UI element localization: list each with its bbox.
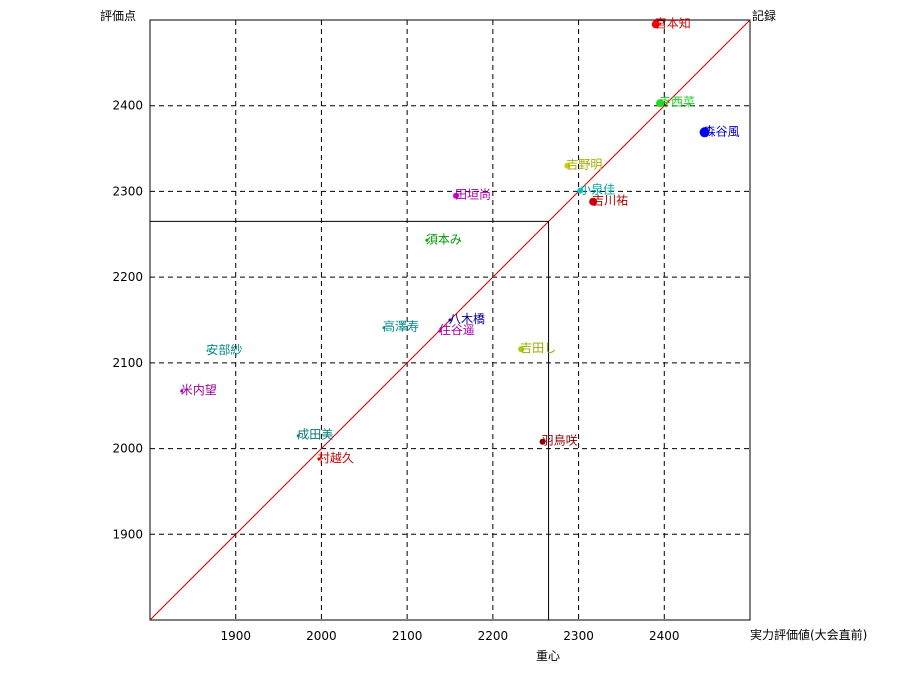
- point-label: 須本み: [426, 232, 462, 246]
- tick-labels: 1900 2000 2100 2200 2300 2400 1900 2000 2100 2200…: [112, 99, 679, 643]
- data-point: [518, 346, 525, 353]
- data-point: [425, 238, 429, 242]
- x-tick-label: 2300: [563, 629, 594, 643]
- point-label: 吉川祐: [592, 194, 628, 208]
- y-tick-label: 1900: [112, 527, 143, 541]
- point-label: 寺西菜: [659, 95, 695, 109]
- data-point: [564, 162, 571, 169]
- y-tick-label: 2100: [112, 356, 143, 370]
- point-label: 羽鳥咲: [542, 433, 578, 448]
- diagonal-label: 記録: [752, 8, 776, 23]
- point-label: 小泉佳: [579, 183, 615, 197]
- point-label: 米内望: [181, 383, 217, 397]
- y-axis-label: 評価点: [100, 8, 136, 23]
- data-point: [296, 434, 300, 438]
- x-tick-label: 2100: [392, 629, 423, 643]
- y-tick-label: 2200: [112, 270, 143, 284]
- x-tick-label: 2400: [649, 629, 680, 643]
- data-points: [180, 20, 710, 461]
- data-point: [448, 318, 452, 322]
- point-label: 吉田し: [520, 341, 556, 355]
- point-label: 住谷遥: [439, 323, 475, 337]
- point-label: 成田美: [297, 428, 333, 442]
- data-point: [699, 127, 710, 138]
- point-label: 吉野明: [566, 158, 602, 172]
- data-point: [382, 326, 386, 330]
- data-point: [589, 197, 598, 206]
- data-point: [206, 349, 209, 352]
- data-point: [180, 389, 184, 393]
- y-tick-label: 2300: [112, 184, 143, 198]
- x-tick-label: 2000: [306, 629, 337, 643]
- x-tick-label: 2200: [478, 629, 509, 643]
- plot-frame: [149, 19, 751, 621]
- data-point: [651, 20, 660, 29]
- center-label: 重心: [536, 649, 560, 663]
- point-label: 宮本知: [655, 15, 691, 30]
- y-tick-label: 2400: [112, 99, 143, 113]
- y-tick-label: 2000: [112, 442, 143, 456]
- data-point: [317, 457, 321, 461]
- x-tick-label: 1900: [220, 629, 251, 643]
- center-box: [150, 220, 550, 620]
- data-point: [539, 438, 546, 445]
- point-label: 田垣尚: [455, 188, 491, 202]
- data-point: [577, 187, 584, 194]
- plot-border: [149, 19, 751, 621]
- point-label: 八木橋: [449, 312, 485, 326]
- data-point: [656, 99, 664, 108]
- point-label: 村越久: [318, 451, 354, 465]
- point-label: 森谷風: [704, 123, 740, 138]
- x-axis-label: 実力評価値(大会直前): [750, 627, 867, 642]
- point-label: 安部紗: [206, 342, 242, 357]
- grid-lines: [150, 20, 750, 620]
- data-point: [438, 329, 442, 333]
- point-label: 高澤寿: [383, 319, 419, 334]
- data-point: [453, 192, 459, 199]
